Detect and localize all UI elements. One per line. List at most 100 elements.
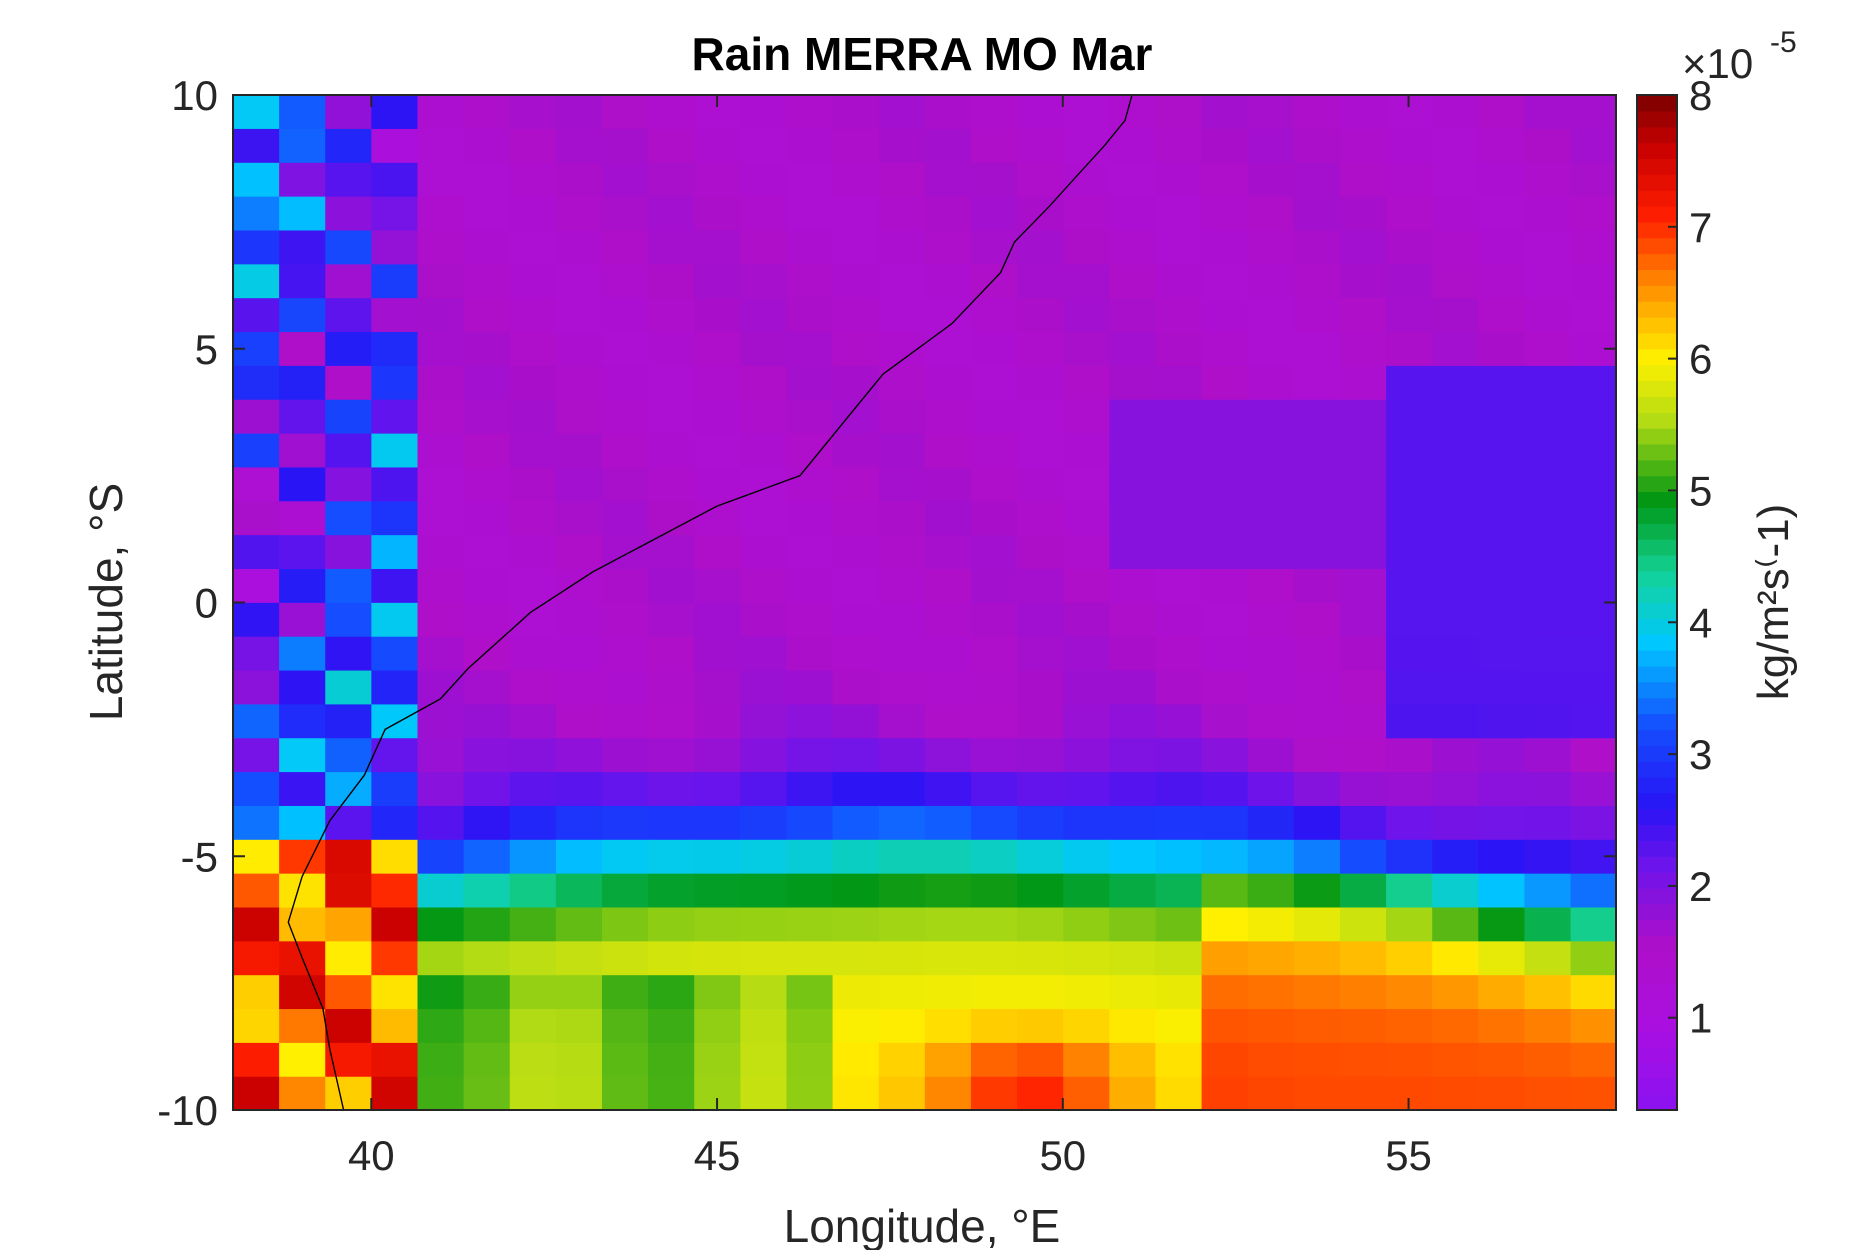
heatmap-cell [1478, 906, 1526, 942]
heatmap-cell [279, 805, 326, 840]
heatmap-cell [970, 602, 1018, 637]
heatmap-cell [1109, 568, 1157, 603]
heatmap-cell [417, 162, 465, 197]
heatmap-cell [694, 873, 741, 908]
heatmap-cell [1570, 162, 1617, 197]
heatmap-cell [1293, 196, 1341, 231]
heatmap-cell [1339, 906, 1387, 942]
heatmap-cell [878, 602, 926, 637]
heatmap-cell [279, 1076, 326, 1111]
heatmap-cell [417, 500, 465, 536]
heatmap-cell [1339, 602, 1387, 637]
heatmap-cell [1478, 873, 1526, 908]
heatmap-cell [648, 805, 695, 840]
heatmap-cell [1063, 805, 1110, 840]
heatmap-cell [878, 534, 926, 569]
heatmap-cell [463, 669, 511, 705]
heatmap-cell [878, 703, 926, 739]
heatmap-cell [1155, 771, 1203, 806]
heatmap-cell [555, 432, 603, 468]
heatmap-cell [694, 365, 741, 400]
heatmap-cell [1339, 737, 1387, 773]
heatmap-cell [233, 432, 280, 468]
heatmap-cell [1017, 602, 1064, 637]
heatmap-cell [1524, 365, 1572, 400]
heatmap-cell [1432, 500, 1479, 536]
colorbar-segment [1637, 237, 1677, 255]
heatmap-cell [1386, 365, 1433, 400]
heatmap-cell [509, 95, 557, 129]
colorbar-segment [1637, 570, 1677, 588]
heatmap-cell [832, 432, 880, 468]
heatmap-cell [1063, 669, 1110, 705]
heatmap-cell [417, 805, 465, 840]
heatmap-cell [1201, 805, 1249, 840]
heatmap-cell [509, 466, 557, 502]
heatmap-cell [1017, 229, 1064, 265]
heatmap-cell [1063, 263, 1110, 299]
heatmap-cell [1570, 669, 1617, 705]
heatmap-cell [371, 873, 419, 908]
colorbar-segment [1637, 475, 1677, 493]
colorbar-segment [1637, 380, 1677, 397]
heatmap-cell [786, 500, 834, 536]
heatmap-cell [740, 365, 788, 400]
heatmap-cell [832, 466, 880, 502]
heatmap-cell [878, 906, 926, 942]
heatmap-cell [970, 500, 1018, 536]
heatmap-cell [233, 771, 280, 806]
heatmap-cell [1201, 128, 1249, 163]
heatmap-cell [1478, 602, 1526, 637]
heatmap-cell [1247, 940, 1295, 976]
heatmap-cell [694, 229, 741, 265]
heatmap-cell [1247, 432, 1295, 468]
heatmap-cell [648, 839, 695, 874]
heatmap-cell [740, 974, 788, 1010]
heatmap-cell [1524, 432, 1572, 468]
x-tick-label: 55 [1385, 1132, 1432, 1179]
heatmap-cell [1293, 940, 1341, 976]
heatmap-cell [924, 1008, 972, 1043]
heatmap-cell [601, 365, 649, 400]
heatmap-cell [1247, 500, 1295, 536]
heatmap-cell [1155, 331, 1203, 366]
heatmap-cell [878, 162, 926, 197]
heatmap-cell [786, 297, 834, 333]
heatmap-cell [325, 399, 372, 434]
heatmap-cell [371, 263, 419, 299]
heatmap-cell [1386, 669, 1433, 705]
heatmap-cell [1201, 974, 1249, 1010]
heatmap-cell [1155, 805, 1203, 840]
x-tick-label: 45 [694, 1132, 741, 1179]
colorbar-segment [1637, 887, 1677, 905]
colorbar-ticks: 1 2 3 4 5 6 7 8 [1668, 72, 1712, 1042]
heatmap-cell [1063, 940, 1110, 976]
heatmap-cell [832, 500, 880, 536]
heatmap-cell [1524, 771, 1572, 806]
heatmap-cell [694, 839, 741, 874]
heatmap-cell [509, 1076, 557, 1111]
y-tick-label: -10 [157, 1087, 218, 1134]
colorbar-tick-label: 8 [1689, 72, 1712, 119]
heatmap-cell [740, 568, 788, 603]
heatmap-cell [1524, 196, 1572, 231]
heatmap-cell [1017, 636, 1064, 671]
heatmap-cell [1017, 873, 1064, 908]
heatmap-cell [1386, 568, 1433, 603]
heatmap-cell [786, 602, 834, 637]
heatmap-cell [924, 229, 972, 265]
heatmap-cell [417, 263, 465, 299]
heatmap-cell [878, 636, 926, 671]
heatmap-cell [1339, 1042, 1387, 1077]
heatmap-cell [1155, 297, 1203, 333]
heatmap-cell [463, 95, 511, 129]
heatmap-cell [279, 771, 326, 806]
heatmap-cell [1155, 1042, 1203, 1077]
heatmap-cell [1293, 839, 1341, 874]
heatmap-cell [924, 974, 972, 1010]
heatmap-cell [970, 196, 1018, 231]
colorbar-exponent-base: ×10 [1682, 40, 1753, 87]
heatmap-cell [970, 297, 1018, 333]
heatmap-cell [1109, 500, 1157, 536]
heatmap-cell [878, 873, 926, 908]
